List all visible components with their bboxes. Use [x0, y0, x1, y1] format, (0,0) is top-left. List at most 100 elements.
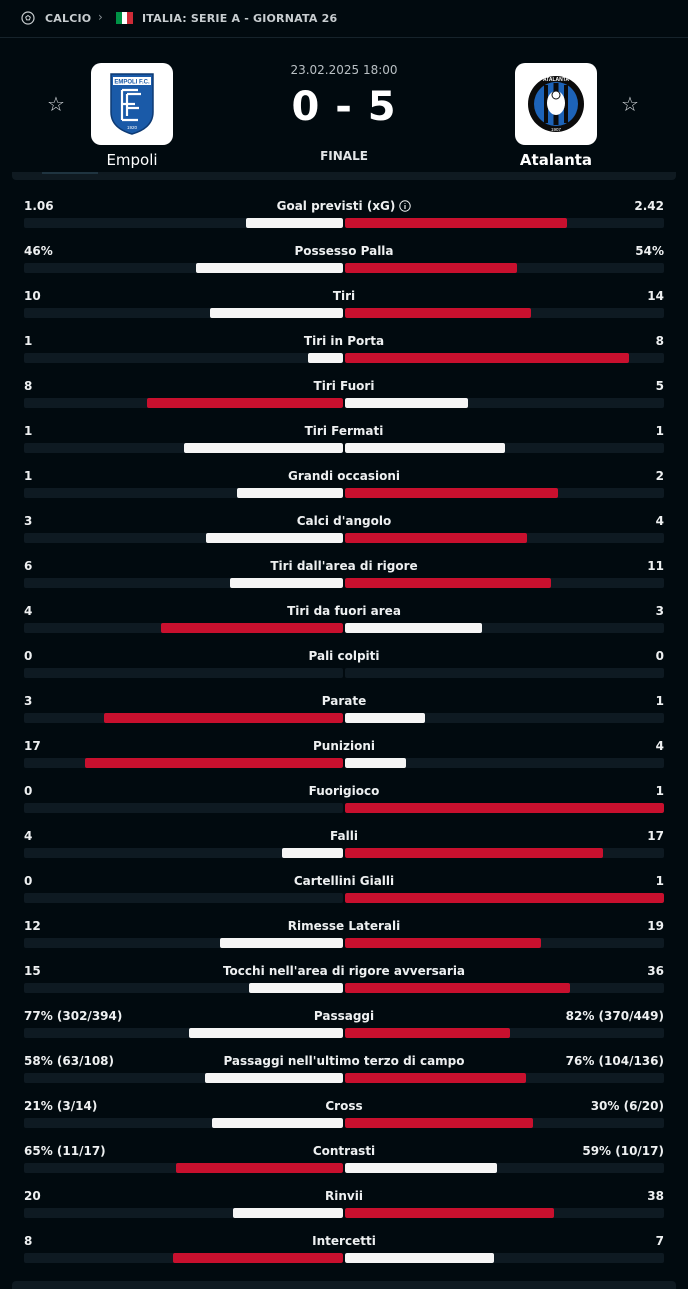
- stat-home-value: 17: [24, 739, 41, 753]
- home-team-name[interactable]: Empoli: [106, 151, 158, 169]
- stat-row: 0 Fuorigioco 1: [24, 775, 664, 820]
- stat-away-bar: [345, 938, 541, 948]
- stat-home-bar: [204, 1073, 343, 1083]
- stat-away-value: 2.42: [634, 199, 664, 213]
- stat-away-bar: [345, 623, 482, 633]
- soccer-ball-icon: [21, 11, 35, 25]
- stat-home-value: 1: [24, 424, 33, 438]
- stat-away-bar-track: [345, 1118, 664, 1128]
- stat-home-value: 10: [24, 289, 41, 303]
- stat-home-bar: [233, 1208, 343, 1218]
- stat-name-text: Tiri in Porta: [303, 334, 385, 348]
- stat-home-value: 3: [24, 514, 33, 528]
- stat-home-value: 15: [24, 964, 41, 978]
- stat-home-bar-track: [24, 308, 343, 318]
- stat-row: 17 Punizioni 4: [24, 730, 664, 775]
- stat-home-value: 21% (3/14): [24, 1099, 98, 1113]
- stat-home-value: 4: [24, 829, 33, 843]
- stat-row: 1.06 Goal previsti (xG) 2.42: [24, 190, 664, 235]
- stat-away-value: 30% (6/20): [590, 1099, 664, 1113]
- away-team-logo[interactable]: ATALANTA 1907: [515, 63, 597, 145]
- stat-row: 8 Intercetti 7: [24, 1225, 664, 1270]
- stat-home-bar-track: [24, 623, 343, 633]
- stat-away-bar-track: [345, 353, 664, 363]
- stat-name-text: Parate: [321, 694, 367, 708]
- breadcrumb: CALCIO › ITALIA: SERIE A - GIORNATA 26: [0, 0, 688, 38]
- stat-row: 65% (11/17) Contrasti 59% (10/17): [24, 1135, 664, 1180]
- match-header: ☆ EMPOLI F.C. 1920 Empoli 23.02.2025 18:…: [0, 38, 688, 173]
- stat-away-value: 1: [655, 784, 664, 798]
- stat-name: Punizioni: [144, 739, 544, 753]
- stat-home-bar-track: [24, 398, 343, 408]
- stat-name-text: Grandi occasioni: [287, 469, 400, 483]
- stat-away-bar-track: [345, 578, 664, 588]
- stat-home-bar-track: [24, 938, 343, 948]
- stat-home-bar-track: [24, 893, 343, 903]
- stat-away-bar: [345, 533, 528, 543]
- stat-away-value: 36: [647, 964, 664, 978]
- stat-away-bar: [345, 983, 571, 993]
- stat-away-bar: [345, 308, 532, 318]
- stat-away-bar-track: [345, 803, 664, 813]
- stat-away-value: 11: [647, 559, 664, 573]
- breadcrumb-sport-link[interactable]: CALCIO: [45, 12, 92, 25]
- stat-home-value: 4: [24, 604, 33, 618]
- stat-row: 1 Tiri in Porta 8: [24, 325, 664, 370]
- stat-away-bar-track: [345, 668, 664, 678]
- stat-home-bar-track: [24, 353, 343, 363]
- stat-home-value: 6: [24, 559, 33, 573]
- stat-away-bar: [345, 1208, 554, 1218]
- stat-home-bar: [160, 623, 343, 633]
- stat-away-bar-track: [345, 848, 664, 858]
- stat-home-value: 20: [24, 1189, 41, 1203]
- stat-away-value: 82% (370/449): [565, 1009, 664, 1023]
- stat-row: 15 Tocchi nell'area di rigore avversaria 3…: [24, 955, 664, 1000]
- stat-name-text: Fuorigioco: [308, 784, 380, 798]
- stat-away-bar: [345, 1028, 510, 1038]
- stat-home-bar-track: [24, 443, 343, 453]
- stat-home-bar-track: [24, 668, 343, 678]
- stat-home-bar: [103, 713, 343, 723]
- stat-away-bar-track: [345, 533, 664, 543]
- stat-name: Tiri: [144, 289, 544, 303]
- stat-name-text: Tiri da fuori area: [287, 604, 401, 618]
- stat-name-text: Tiri Fuori: [313, 379, 375, 393]
- stat-row: 46% Possesso Palla 54%: [24, 235, 664, 280]
- stat-away-bar: [345, 578, 552, 588]
- stat-name-text: Pali colpiti: [308, 649, 380, 663]
- stat-home-bar-track: [24, 713, 343, 723]
- empoli-crest-icon: EMPOLI F.C. 1920: [110, 73, 154, 135]
- stat-row: 0 Cartellini Gialli 1: [24, 865, 664, 910]
- stat-name-text: Falli: [330, 829, 358, 843]
- stat-away-value: 19: [647, 919, 664, 933]
- stat-row: 1 Tiri Fermati 1: [24, 415, 664, 460]
- stat-away-value: 14: [647, 289, 664, 303]
- favorite-home-star-icon[interactable]: ☆: [47, 92, 65, 116]
- stat-home-value: 1: [24, 334, 33, 348]
- stat-home-value: 0: [24, 649, 33, 663]
- stat-name: Tocchi nell'area di rigore avversaria: [144, 964, 544, 978]
- stat-away-value: 1: [655, 424, 664, 438]
- stat-home-bar-track: [24, 803, 343, 813]
- stat-away-bar: [345, 1073, 526, 1083]
- stat-name-text: Possesso Palla: [294, 244, 394, 258]
- stat-row: 4 Falli 17: [24, 820, 664, 865]
- stat-home-bar-track: [24, 1073, 343, 1083]
- info-icon[interactable]: [399, 200, 412, 212]
- stat-home-bar-track: [24, 1253, 343, 1263]
- stat-name: Falli: [144, 829, 544, 843]
- stat-home-bar: [183, 443, 343, 453]
- stat-name-text: Tiri: [332, 289, 356, 303]
- stat-name: Cross: [144, 1099, 544, 1113]
- away-team-name[interactable]: Atalanta: [519, 151, 593, 169]
- stat-away-value: 2: [655, 469, 664, 483]
- favorite-away-star-icon[interactable]: ☆: [621, 92, 639, 116]
- stat-home-value: 8: [24, 1234, 33, 1248]
- stat-home-bar: [282, 848, 343, 858]
- stat-away-bar-track: [345, 1163, 664, 1173]
- breadcrumb-league-link[interactable]: ITALIA: SERIE A - GIORNATA 26: [142, 12, 338, 25]
- stat-name: Tiri da fuori area: [144, 604, 544, 618]
- stat-name-text: Intercetti: [312, 1234, 376, 1248]
- home-team-logo[interactable]: EMPOLI F.C. 1920: [91, 63, 173, 145]
- stat-row: 21% (3/14) Cross 30% (6/20): [24, 1090, 664, 1135]
